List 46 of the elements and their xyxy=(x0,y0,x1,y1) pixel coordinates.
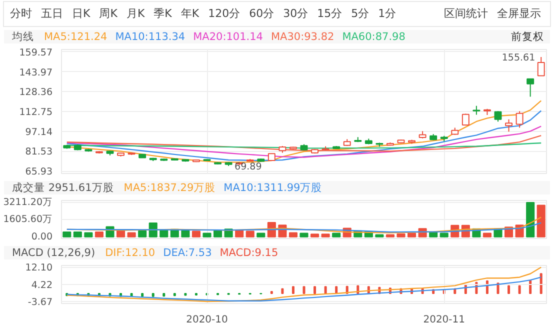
y-tick-label: 97.14 xyxy=(25,126,53,138)
y-tick-label: 143.97 xyxy=(19,67,53,78)
text: 季K xyxy=(154,6,172,22)
text: DIF:12.10 xyxy=(105,246,156,261)
y-tick-label: 0.00 xyxy=(31,231,53,242)
y-tick-label: -3.67 xyxy=(28,296,53,308)
y-tick-label: 81.53 xyxy=(25,146,53,158)
y-tick-label: 65.93 xyxy=(25,166,53,178)
text: 15分 xyxy=(317,6,342,22)
text: 五日 xyxy=(41,6,63,22)
legend-title: 成交量 2951.61万股 xyxy=(12,181,114,196)
legend-title: MACD (12,26,9) xyxy=(12,246,96,261)
text: 周K xyxy=(99,6,118,22)
text: 日K xyxy=(72,6,90,22)
text: MA10:1311.99万股 xyxy=(224,181,322,196)
y-tick-label: 4.22 xyxy=(31,280,53,291)
text: MA5:1837.29万股 xyxy=(124,181,216,196)
text: MA60:87.98 xyxy=(342,30,406,45)
y-tick-label: 12.10 xyxy=(25,262,53,274)
text: DEA:7.53 xyxy=(163,246,212,261)
text: 年K xyxy=(180,6,200,22)
text: MACD:9.15 xyxy=(220,246,278,261)
y-tick-label: 159.57 xyxy=(19,47,53,58)
y-tick-label: 3211.20万 xyxy=(3,197,53,208)
text: 60分 xyxy=(249,6,274,22)
annotation: 69.89 xyxy=(234,162,262,173)
text: 分时 xyxy=(10,6,32,22)
text: 前复权 xyxy=(511,30,544,45)
text: 5分 xyxy=(351,6,370,22)
x-tick-label: 2020-10 xyxy=(186,314,228,326)
y-tick-label: 1605.60万 xyxy=(3,214,53,226)
text: MA30:93.82 xyxy=(270,30,334,45)
text: 1分 xyxy=(378,6,396,22)
text: MA5:121.24 xyxy=(44,30,108,45)
text: 月K xyxy=(126,6,145,22)
x-tick-label: 2020-11 xyxy=(423,314,466,326)
text: 区间统计 xyxy=(444,6,488,22)
legend-title: 均线 xyxy=(12,30,34,45)
text: 全屏显示 xyxy=(497,6,541,22)
text: MA10:113.34 xyxy=(115,30,186,45)
text: 30分 xyxy=(283,6,308,22)
y-tick-label: 112.75 xyxy=(19,107,53,118)
annotation: 155.61 xyxy=(502,52,536,64)
text: 120分 xyxy=(208,6,240,22)
y-tick-label: 128.36 xyxy=(19,87,53,98)
text: MA20:101.14 xyxy=(193,30,263,45)
